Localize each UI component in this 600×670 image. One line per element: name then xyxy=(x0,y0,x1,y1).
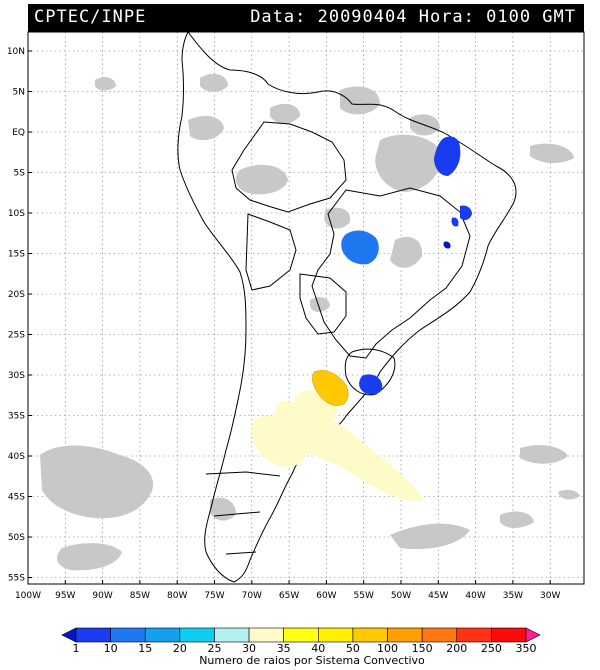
colorbar-swatch xyxy=(214,627,250,643)
lat-tick-label: 20S xyxy=(8,290,25,300)
lon-tick-label: 40W xyxy=(465,591,485,601)
colorbar-label: 15 xyxy=(138,642,152,655)
lon-tick-label: 80W xyxy=(167,591,187,601)
colorbar-label: 1 xyxy=(73,642,80,655)
longitude-labels: 100W 95W 90W 85W 80W 75W 70W 65W 60W 55W 50W 45W 40W… xyxy=(15,580,560,601)
lat-tick-label: 10S xyxy=(8,209,25,219)
lat-tick-label: 40S xyxy=(8,452,25,462)
lon-tick-label: 75W xyxy=(204,591,224,601)
colorbar-swatch xyxy=(352,627,388,643)
colorbar-swatch xyxy=(110,627,146,643)
lat-tick-label: 10N xyxy=(7,47,25,57)
lat-tick-label: 15S xyxy=(8,250,25,260)
lightning-cells xyxy=(251,136,472,502)
colorbar-swatch xyxy=(248,627,284,643)
lat-tick-label: 5N xyxy=(13,88,25,98)
colorbar-swatch xyxy=(144,627,181,643)
colorbar-low-arrow xyxy=(61,627,77,643)
lat-tick-label: 5S xyxy=(14,169,26,179)
lon-tick-label: 50W xyxy=(391,591,411,601)
map-frame xyxy=(27,31,585,585)
colorbar-label: 150 xyxy=(412,642,433,655)
source-label: CPTEC/INPE xyxy=(34,7,147,27)
lat-tick-label: 55S xyxy=(8,574,25,584)
lat-tick-label: 50S xyxy=(8,533,25,543)
lon-tick-label: 45W xyxy=(428,591,448,601)
colorbar: 1 10 15 20 25 30 35 40 50 100 150 200 250 350 xyxy=(61,627,541,655)
lon-tick-label: 65W xyxy=(279,591,299,601)
lon-tick-label: 35W xyxy=(503,591,523,601)
lat-tick-label: 35S xyxy=(8,412,25,422)
lat-tick-label: EQ xyxy=(12,128,25,138)
cloud-cover xyxy=(40,73,580,571)
colorbar-label: 25 xyxy=(207,642,221,655)
colorbar-swatch xyxy=(491,627,527,643)
lon-tick-label: 60W xyxy=(316,591,336,601)
lat-tick-label: 25S xyxy=(8,331,25,341)
lat-tick-label: 45S xyxy=(8,493,25,503)
colorbar-label: 100 xyxy=(377,642,398,655)
colorbar-label: 10 xyxy=(104,642,118,655)
lon-tick-label: 90W xyxy=(92,591,112,601)
colorbar-label: 350 xyxy=(516,642,537,655)
colorbar-label: 50 xyxy=(346,642,360,655)
colorbar-high-arrow xyxy=(525,627,541,643)
lon-tick-label: 30W xyxy=(540,591,560,601)
colorbar-label: 30 xyxy=(242,642,256,655)
latitude-labels: 10N 5N EQ 5S 10S 15S 20S 25S 30S 35S 40S 45S 50S 55S xyxy=(7,47,32,584)
lon-tick-label: 70W xyxy=(242,591,262,601)
colorbar-swatch xyxy=(179,627,215,643)
colorbar-swatch xyxy=(456,627,492,643)
lon-tick-label: 55W xyxy=(354,591,374,601)
colorbar-swatch xyxy=(421,627,458,643)
colorbar-label: 35 xyxy=(277,642,291,655)
colorbar-swatch xyxy=(387,627,423,643)
colorbar-title: Numero de raios por Sistema Convectivo xyxy=(199,654,425,667)
colorbar-swatch xyxy=(283,627,319,643)
lon-tick-label: 100W xyxy=(15,591,41,601)
lon-tick-label: 85W xyxy=(130,591,150,601)
title-bar: CPTEC/INPE Data: 20090404 Hora: 0100 GMT xyxy=(28,4,584,32)
colorbar-swatch xyxy=(318,627,354,643)
colorbar-swatch xyxy=(75,627,111,643)
lon-tick-label: 95W xyxy=(55,591,75,601)
timestamp-label: Data: 20090404 Hora: 0100 GMT xyxy=(250,7,576,27)
colorbar-label: 200 xyxy=(446,642,467,655)
lat-tick-label: 30S xyxy=(8,371,25,381)
colorbar-label: 40 xyxy=(311,642,325,655)
colorbar-label: 250 xyxy=(481,642,502,655)
colorbar-label: 20 xyxy=(173,642,187,655)
